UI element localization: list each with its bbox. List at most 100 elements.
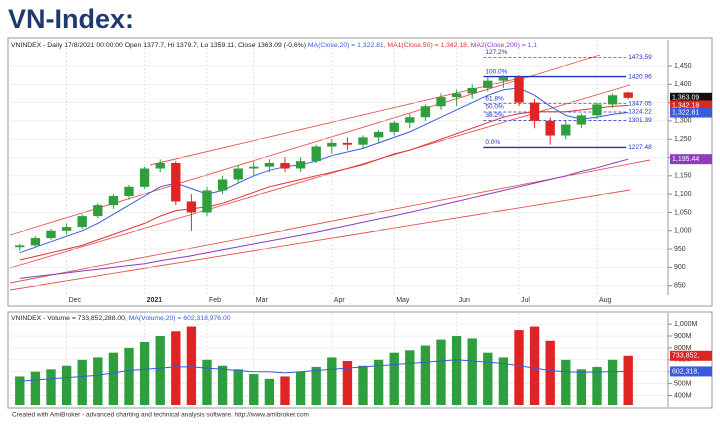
volume-bar xyxy=(389,352,399,405)
fib-pct: 100.0% xyxy=(485,68,507,75)
volume-bar xyxy=(498,357,509,405)
volume-bar xyxy=(108,352,119,405)
page-title: VN-Index: xyxy=(8,4,134,34)
fib-pct: 38.2% xyxy=(485,112,504,119)
candle-body xyxy=(561,124,571,136)
fib-pct: 127.2% xyxy=(485,49,507,56)
candle-body xyxy=(405,117,415,123)
volume-bar xyxy=(514,330,524,405)
candle-body xyxy=(295,161,306,169)
fib-value: 1420.96 xyxy=(628,73,652,80)
x-tick-label: May xyxy=(396,297,410,304)
candle-body xyxy=(108,195,119,206)
volume-bar xyxy=(295,371,306,405)
fib-value: 1324.22 xyxy=(628,109,652,116)
candle-body xyxy=(483,80,493,88)
volume-bar xyxy=(15,376,25,405)
candle-body xyxy=(623,92,633,98)
volume-bar xyxy=(61,365,72,405)
candle-body xyxy=(498,76,509,81)
y-tick-label: 500M xyxy=(674,380,692,387)
volume-bar xyxy=(217,365,228,405)
volume-bar xyxy=(249,374,259,405)
x-tick-label: Jun xyxy=(459,297,470,304)
channel-line xyxy=(9,84,631,269)
y-tick-label: 800M xyxy=(674,345,692,352)
volume-bar xyxy=(171,331,181,405)
last-value-tag xyxy=(670,107,712,118)
last-value-label: 1,363.09 xyxy=(672,95,699,102)
volume-bar xyxy=(186,326,197,405)
volume-bar xyxy=(233,369,243,405)
volume-bar xyxy=(561,359,571,405)
candle-body xyxy=(607,95,618,105)
candle-body xyxy=(202,190,212,213)
candle-body xyxy=(592,104,602,116)
channel-line xyxy=(9,54,601,236)
fib-pct: 61.8% xyxy=(485,95,504,102)
ma-line xyxy=(19,105,629,261)
candle-body xyxy=(576,115,587,125)
y-tick-label: 900 xyxy=(674,264,686,271)
panel-header: VNINDEX - Daily 17/8/2021 00:00:00 Open … xyxy=(11,42,537,49)
volume-bar xyxy=(545,340,555,405)
candle-body xyxy=(46,230,56,239)
y-tick-label: 1,150 xyxy=(674,173,692,180)
volume-bar xyxy=(373,359,384,405)
y-tick-label: 1,450 xyxy=(674,63,692,70)
candle-body xyxy=(30,238,41,246)
header-part: VNINDEX - Daily 17/8/2021 00:00:00 Open … xyxy=(11,42,306,49)
volume-bar xyxy=(451,336,462,405)
candle-body xyxy=(93,205,103,217)
candle-body xyxy=(217,179,228,191)
y-tick-label: 850 xyxy=(674,283,686,290)
last-value-label: 1,195.44 xyxy=(672,156,699,163)
last-value-tag xyxy=(670,92,712,103)
fib-value: 1301.39 xyxy=(628,117,652,124)
y-tick-label: 1,400 xyxy=(674,81,692,88)
x-tick-label: Jul xyxy=(521,297,530,304)
volume-bar xyxy=(592,366,602,405)
volume-bar xyxy=(342,361,353,405)
candle-body xyxy=(420,106,431,118)
fib-value: 1227.48 xyxy=(628,144,652,151)
header-part: MA(Volume,20) = 602,318,976.00 xyxy=(129,315,231,322)
last-value-label: 602,318, xyxy=(672,368,699,375)
header-part: MA2(Close,200) = 1,1 xyxy=(471,42,538,49)
volume-bar xyxy=(436,339,446,405)
volume-bar xyxy=(311,366,321,405)
candle-body xyxy=(514,76,524,103)
candle-body xyxy=(15,245,25,248)
candle-body xyxy=(436,97,446,107)
last-value-label: 733,852, xyxy=(672,353,699,360)
candle-body xyxy=(233,168,243,180)
volume-bar xyxy=(280,376,290,405)
candle-body xyxy=(77,216,87,228)
volume-bar xyxy=(358,365,368,405)
volume-bar xyxy=(155,336,165,405)
last-value-tag xyxy=(670,100,712,111)
volume-bar xyxy=(623,355,633,405)
fib-pct: 50.0% xyxy=(485,104,504,111)
candle-body xyxy=(545,120,555,136)
volume-bar xyxy=(420,345,431,405)
candle-body xyxy=(358,137,368,145)
fib-value: 1347.05 xyxy=(628,100,652,107)
header-part: VNINDEX - Volume = 733,852,288.00, xyxy=(11,315,127,322)
header-part: MA(Close,20) = 1,322.81, xyxy=(308,42,386,49)
volume-bar xyxy=(405,350,415,405)
y-tick-label: 1,250 xyxy=(674,136,692,143)
candle-body xyxy=(467,87,477,94)
volume-bar xyxy=(607,359,618,405)
fib-value: 1473.59 xyxy=(628,54,652,61)
panel-header: VNINDEX - Volume = 733,852,288.00, MA(Vo… xyxy=(11,315,231,322)
last-value-label: 1,322.81 xyxy=(672,109,699,116)
x-tick-label: Feb xyxy=(209,297,221,304)
candle-body xyxy=(171,163,181,202)
candle-body xyxy=(280,163,290,169)
footer: Created with AmiBroker - advanced charti… xyxy=(12,412,309,419)
y-tick-label: 400M xyxy=(674,392,692,399)
y-tick-label: 1,000M xyxy=(674,321,698,328)
channel-line xyxy=(149,77,521,166)
candle-body xyxy=(155,163,165,169)
